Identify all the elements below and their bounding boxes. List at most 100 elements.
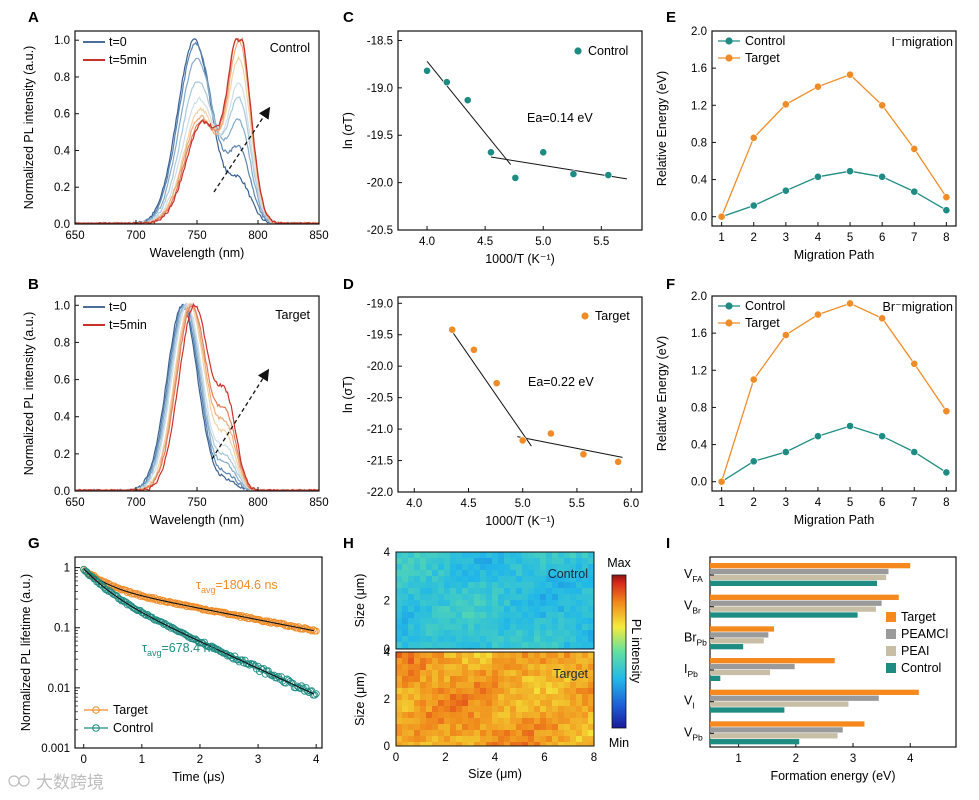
heatmap-cell xyxy=(468,712,474,718)
heatmap-cell xyxy=(456,600,462,606)
heatmap-cell xyxy=(420,694,426,700)
heatmap-cell xyxy=(534,724,540,730)
x-tick-label: 3 xyxy=(850,753,856,765)
x-tick-label: 0 xyxy=(81,754,87,766)
heatmap-cell xyxy=(432,630,438,636)
data-point xyxy=(846,422,854,430)
heatmap-cell xyxy=(564,736,570,742)
heatmap-cell xyxy=(396,652,402,658)
heatmap-cell xyxy=(468,642,474,648)
heatmap-cell xyxy=(504,736,510,742)
colorbar-max: Max xyxy=(607,556,631,570)
heatmap-cell xyxy=(504,652,510,658)
data-point xyxy=(942,193,951,202)
heatmap-cell xyxy=(396,718,402,724)
heatmap-cell xyxy=(564,624,570,630)
heatmap-cell xyxy=(486,630,492,636)
heatmap-cell xyxy=(576,588,582,594)
y-tick-label: 0.6 xyxy=(54,109,70,121)
x-tick-label: 0 xyxy=(393,752,399,764)
decay-point xyxy=(132,606,140,614)
heatmap-cell xyxy=(468,582,474,588)
data-point xyxy=(910,145,919,153)
heatmap-cell xyxy=(528,600,534,606)
heatmap-cell xyxy=(570,688,576,694)
heatmap-cell xyxy=(420,642,426,648)
heatmap-cell xyxy=(552,630,558,636)
heatmap-cell xyxy=(564,558,570,564)
y-axis-label: Size (μm) xyxy=(353,672,367,726)
heatmap-cell xyxy=(414,576,420,582)
bar xyxy=(710,695,879,701)
heatmap-cell xyxy=(576,676,582,682)
x-tick-label: 3 xyxy=(783,497,789,509)
heatmap-cell xyxy=(546,612,552,618)
heatmap-cell xyxy=(540,742,546,746)
heatmap-cell xyxy=(462,700,468,706)
heatmap-cell xyxy=(504,724,510,730)
heatmap-cell xyxy=(432,606,438,612)
heatmap-cell xyxy=(570,588,576,594)
heatmap-cell xyxy=(462,670,468,676)
heatmap-cell xyxy=(462,652,468,658)
heatmap-cell xyxy=(450,606,456,612)
heatmap-cell xyxy=(498,670,504,676)
heatmap-cell xyxy=(396,600,402,606)
heatmap-cell xyxy=(498,694,504,700)
heatmap-cell xyxy=(414,630,420,636)
panel-letter: C xyxy=(343,9,354,26)
heatmap-cell xyxy=(510,636,516,642)
heatmap-cell xyxy=(486,588,492,594)
heatmap-cell xyxy=(570,576,576,582)
heatmap-cell xyxy=(432,676,438,682)
heatmap-cell xyxy=(426,570,432,576)
heatmap-cell xyxy=(558,564,564,570)
heatmap-cell xyxy=(456,682,462,688)
heatmap-cell xyxy=(522,664,528,670)
heatmap-cell xyxy=(588,682,594,688)
heatmap-cell xyxy=(438,670,444,676)
heatmap-cell xyxy=(486,706,492,712)
heatmap-cell xyxy=(402,712,408,718)
heatmap-cell xyxy=(432,694,438,700)
heatmap-cell xyxy=(558,636,564,642)
heatmap-cell xyxy=(438,600,444,606)
heatmap-cell xyxy=(540,700,546,706)
bar xyxy=(710,612,858,618)
heatmap-cell xyxy=(528,682,534,688)
bar xyxy=(710,707,785,713)
heatmap-cell xyxy=(540,736,546,742)
heatmap-cell xyxy=(438,552,444,558)
heatmap-cell xyxy=(456,688,462,694)
x-tick-label: 7 xyxy=(911,232,917,244)
heatmap-cell xyxy=(588,676,594,682)
heatmap-cell xyxy=(540,624,546,630)
data-point xyxy=(814,310,822,319)
heatmap-cell xyxy=(540,600,546,606)
heatmap-cell xyxy=(546,564,552,570)
heatmap-cell xyxy=(510,730,516,736)
heatmap-cell xyxy=(396,552,402,558)
heatmap-cell xyxy=(438,606,444,612)
heatmap-cell xyxy=(474,730,480,736)
heatmap-cell xyxy=(486,618,492,624)
spectrum-line xyxy=(74,38,320,225)
category-label: BrPb xyxy=(684,630,707,647)
y-tick-label: 0.4 xyxy=(691,175,708,187)
data-point xyxy=(846,299,854,308)
heatmap-cell xyxy=(558,736,564,742)
heatmap-cell xyxy=(492,612,498,618)
heatmap-cell xyxy=(570,618,576,624)
heatmap-cell xyxy=(438,730,444,736)
heatmap-cell xyxy=(402,606,408,612)
heatmap-cell xyxy=(462,718,468,724)
bar xyxy=(710,739,800,745)
heatmap-cell xyxy=(486,694,492,700)
data-point xyxy=(910,359,919,368)
heatmap-cell xyxy=(498,576,504,582)
heatmap-cell xyxy=(492,694,498,700)
panel-letter: E xyxy=(666,9,676,26)
heatmap-cell xyxy=(522,570,528,576)
x-axis-label: Wavelength (nm) xyxy=(150,246,245,260)
x-tick-label: 800 xyxy=(248,230,267,242)
